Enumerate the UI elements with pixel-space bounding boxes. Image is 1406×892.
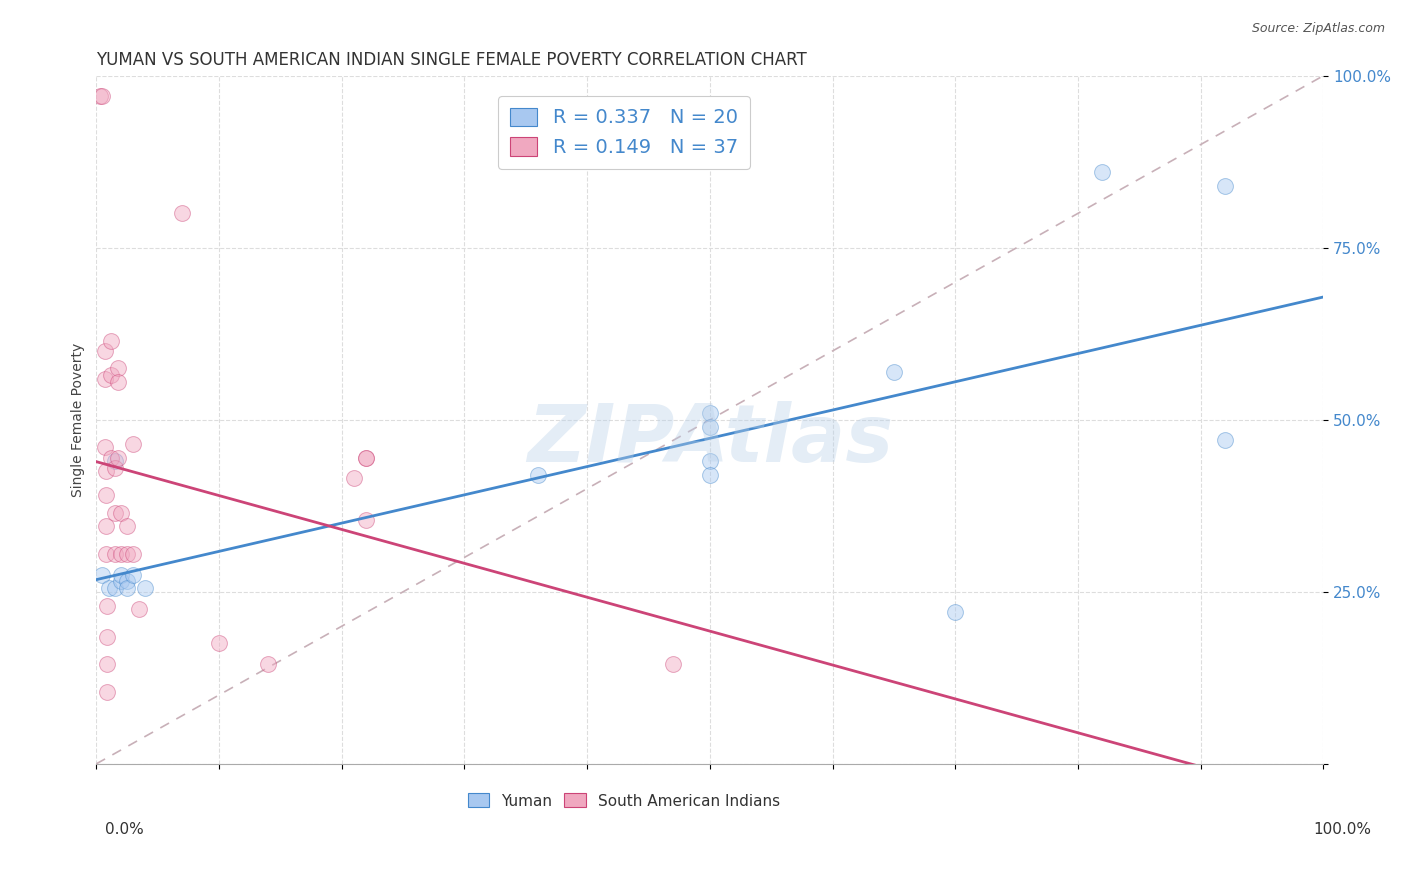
Point [96,464,118,478]
Point [96,599,118,613]
Point [91,567,114,582]
Point [128,602,150,616]
Point [122,567,145,582]
Point [699,419,721,434]
Point [96,519,118,533]
Point [89,89,111,103]
Point [943,606,966,620]
Point [96,547,118,561]
Point [104,582,127,596]
Point [1213,434,1236,448]
Y-axis label: Single Female Poverty: Single Female Poverty [72,343,86,497]
Point [208,636,231,650]
Point [1213,178,1236,193]
Point [94,371,117,385]
Point [100,334,122,348]
Point [97,582,120,596]
Text: YUMAN VS SOUTH AMERICAN INDIAN SINGLE FEMALE POVERTY CORRELATION CHART: YUMAN VS SOUTH AMERICAN INDIAN SINGLE FE… [97,51,807,69]
Point [110,574,132,589]
Point [662,657,685,671]
Point [110,547,132,561]
Point [134,582,156,596]
Point [94,440,117,454]
Point [107,375,129,389]
Point [356,450,378,465]
Point [104,454,127,468]
Point [104,506,127,520]
Point [172,206,194,220]
Point [257,657,280,671]
Point [96,684,118,698]
Point [96,488,118,502]
Point [100,450,122,465]
Point [107,361,129,376]
Point [104,461,127,475]
Text: 0.0%: 0.0% [105,822,145,837]
Legend: Yuman, South American Indians: Yuman, South American Indians [461,788,786,814]
Point [115,519,138,533]
Point [100,368,122,382]
Point [94,343,117,358]
Point [107,450,129,465]
Point [1091,165,1114,179]
Point [96,657,118,671]
Point [356,512,378,526]
Text: ZIPAtlas: ZIPAtlas [527,401,893,479]
Point [343,471,366,485]
Point [527,467,550,482]
Point [122,437,145,451]
Point [96,630,118,644]
Point [110,506,132,520]
Text: Source: ZipAtlas.com: Source: ZipAtlas.com [1251,22,1385,36]
Point [115,547,138,561]
Point [122,547,145,561]
Point [91,89,114,103]
Point [115,582,138,596]
Point [110,567,132,582]
Point [356,450,378,465]
Point [883,365,905,379]
Point [699,406,721,420]
Point [115,574,138,589]
Point [699,467,721,482]
Point [104,547,127,561]
Point [699,454,721,468]
Text: 100.0%: 100.0% [1313,822,1371,837]
